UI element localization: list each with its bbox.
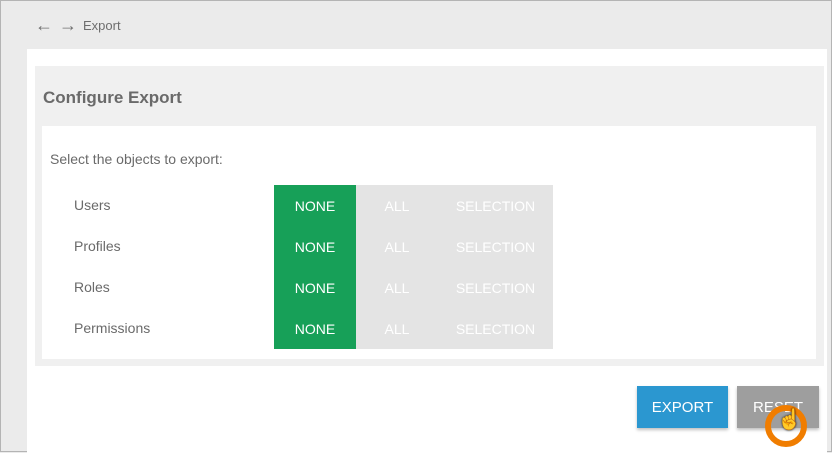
option-all[interactable]: ALL: [356, 185, 438, 226]
option-selection[interactable]: SELECTION: [438, 267, 553, 308]
export-options: Select the objects to export: Users NONE A…: [42, 126, 816, 359]
row-label: Users: [74, 197, 111, 213]
option-selection[interactable]: SELECTION: [438, 226, 553, 267]
option-none[interactable]: NONE: [274, 226, 356, 267]
arrow-right-icon[interactable]: →: [59, 15, 77, 35]
row-label: Permissions: [74, 320, 151, 336]
export-row-users: Users NONE ALL SELECTION: [42, 185, 562, 226]
export-row-roles: Roles NONE ALL SELECTION: [42, 267, 562, 308]
option-all[interactable]: ALL: [356, 308, 438, 349]
panel-title: Configure Export: [43, 88, 182, 107]
option-selection[interactable]: SELECTION: [438, 185, 553, 226]
configure-export-panel: Configure Export Select the objects to e…: [35, 66, 824, 366]
export-row-profiles: Profiles NONE ALL SELECTION: [42, 226, 562, 267]
hand-cursor-icon: ☝: [777, 409, 802, 431]
breadcrumb: Export: [83, 18, 121, 33]
row-label: Profiles: [74, 238, 121, 254]
option-selection[interactable]: SELECTION: [438, 308, 553, 349]
option-none[interactable]: NONE: [274, 185, 356, 226]
top-bar: ← → Export: [1, 1, 831, 48]
export-row-permissions: Permissions NONE ALL SELECTION: [42, 308, 562, 349]
export-button[interactable]: EXPORT: [637, 386, 728, 428]
arrow-left-icon[interactable]: ←: [35, 15, 53, 35]
content-area: Configure Export Select the objects to e…: [27, 49, 827, 453]
option-none[interactable]: NONE: [274, 267, 356, 308]
option-all[interactable]: ALL: [356, 267, 438, 308]
prompt-text: Select the objects to export:: [50, 151, 223, 167]
option-none[interactable]: NONE: [274, 308, 356, 349]
option-all[interactable]: ALL: [356, 226, 438, 267]
row-label: Roles: [74, 279, 110, 295]
cursor-highlight: [765, 405, 807, 447]
